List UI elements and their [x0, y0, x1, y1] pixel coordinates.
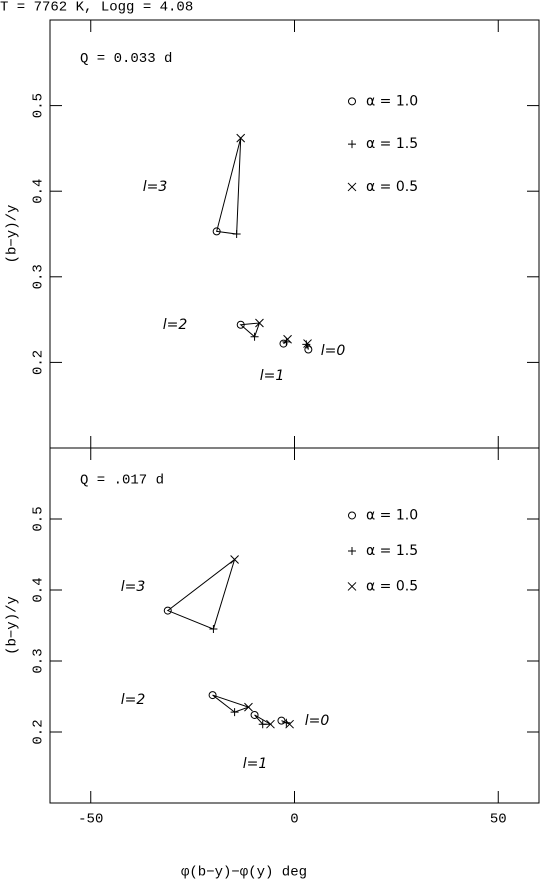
data-point	[258, 720, 267, 729]
data-point	[277, 716, 286, 725]
mode-label: l=3	[143, 179, 168, 195]
marker-plus	[258, 720, 267, 729]
chart-title: T = 7762 K, Logg = 4.08	[0, 0, 193, 16]
marker-circle	[236, 320, 245, 329]
marker-x	[244, 702, 253, 712]
y-tick-label: 0.5	[31, 506, 47, 531]
data-point	[255, 318, 264, 328]
marker-circle	[279, 339, 288, 348]
mode-label: l=1	[243, 756, 268, 772]
marker-circle	[212, 227, 221, 236]
marker-circle	[250, 710, 259, 719]
marker-circle	[348, 97, 356, 106]
y-axis-label: (b−y)/y	[5, 205, 21, 264]
y-tick-label: 0.4	[31, 179, 47, 204]
mode-triangle	[239, 322, 261, 338]
marker-plus	[209, 625, 218, 634]
marker-plus	[348, 546, 356, 555]
data-point	[279, 339, 288, 348]
data-point	[232, 230, 241, 238]
data-point	[208, 691, 217, 700]
data-point	[236, 320, 245, 329]
mode-label: l=0	[321, 343, 346, 359]
x-axis-label: φ(b−y)−φ(y) deg	[181, 865, 307, 881]
legend-label: α = 1.0	[366, 507, 418, 523]
marker-x	[347, 582, 357, 591]
data-point	[230, 555, 239, 564]
y-tick-label: 0.3	[31, 648, 47, 673]
data-point	[282, 718, 291, 727]
data-point	[282, 337, 291, 346]
y-tick-label: 0.5	[31, 93, 47, 118]
x-tick-label: 0	[290, 812, 298, 828]
marker-plus	[232, 230, 241, 238]
plot-frame	[49, 447, 540, 804]
data-point	[212, 227, 221, 236]
marker-circle	[348, 511, 356, 520]
mode-label: l=1	[260, 368, 285, 384]
y-tick-label: 0.2	[31, 719, 47, 744]
data-point	[250, 710, 259, 719]
data-point	[236, 133, 246, 143]
annotation: Q = 0.033 d	[80, 51, 172, 67]
marker-circle	[208, 691, 217, 700]
data-point	[283, 334, 292, 344]
y-tick-label: 0.3	[31, 264, 47, 289]
mode-label: l=2	[121, 692, 146, 708]
x-tick-label: 50	[490, 812, 507, 828]
marker-x	[266, 719, 275, 729]
data-point	[209, 625, 218, 634]
data-point	[266, 719, 275, 729]
mode-triangle	[216, 138, 242, 235]
marker-x	[236, 133, 246, 143]
data-point	[230, 708, 239, 717]
mode-label: l=3	[121, 579, 146, 595]
legend-label: α = 0.5	[366, 179, 418, 195]
marker-x	[283, 334, 292, 344]
marker-x	[347, 182, 357, 192]
marker-plus	[348, 140, 356, 149]
mode-label: l=2	[163, 317, 188, 333]
data-point	[244, 702, 253, 712]
data-point	[285, 719, 294, 729]
legend-label: α = 1.0	[366, 93, 418, 109]
data-point	[304, 345, 313, 354]
annotation: Q = .017 d	[80, 473, 164, 489]
y-axis-label: (b−y)/y	[5, 596, 21, 655]
marker-plus	[282, 718, 291, 727]
legend-label: α = 0.5	[366, 578, 418, 594]
marker-circle	[304, 345, 313, 354]
mode-label: l=0	[305, 713, 330, 729]
marker-plus	[282, 337, 291, 346]
data-point	[250, 332, 259, 341]
marker-x	[303, 339, 312, 348]
mode-triangle	[212, 694, 250, 713]
marker-x	[255, 318, 264, 328]
marker-plus	[250, 332, 259, 341]
marker-plus	[230, 708, 239, 717]
marker-x	[230, 555, 239, 564]
y-tick-label: 0.2	[31, 350, 47, 375]
data-point	[163, 606, 172, 615]
legend-label: α = 1.5	[366, 543, 418, 559]
legend-label: α = 1.5	[366, 136, 418, 152]
mode-triangle	[166, 558, 236, 630]
data-point	[303, 339, 312, 348]
x-tick-label: -50	[78, 812, 103, 828]
marker-x	[285, 719, 294, 729]
plot-frame	[49, 19, 540, 449]
marker-circle	[277, 716, 286, 725]
marker-circle	[163, 606, 172, 615]
y-tick-label: 0.4	[31, 577, 47, 602]
